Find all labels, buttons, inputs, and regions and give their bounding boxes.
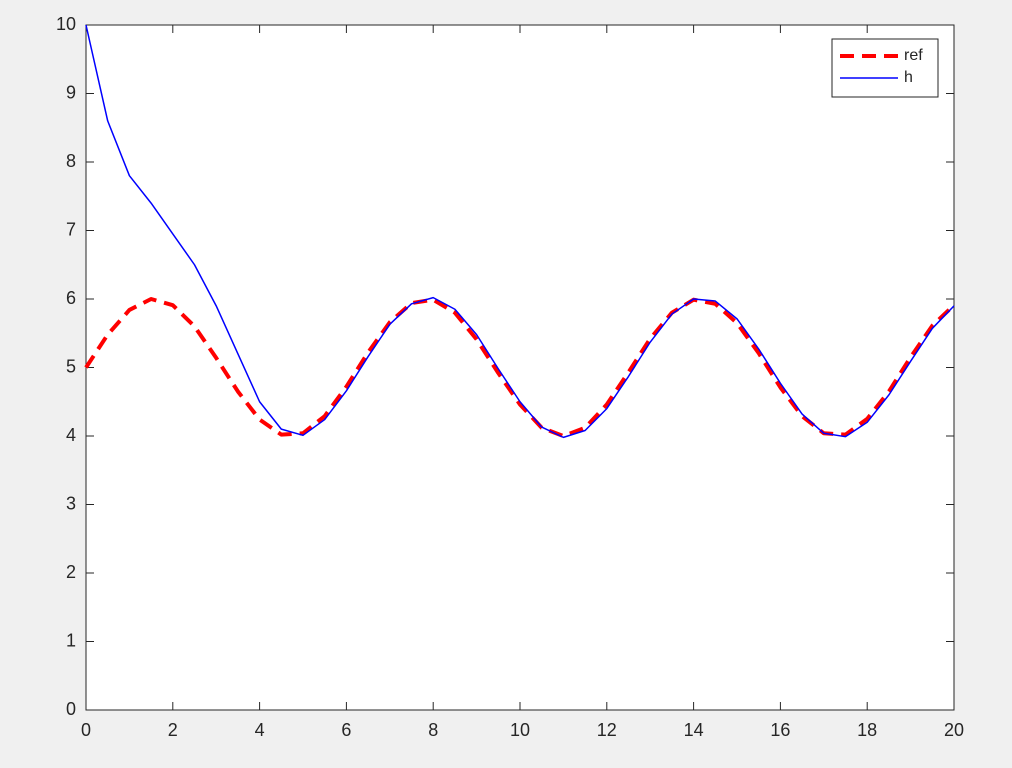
x-tick-label: 20 xyxy=(944,720,964,740)
x-tick-label: 12 xyxy=(597,720,617,740)
x-tick-label: 10 xyxy=(510,720,530,740)
plot-area xyxy=(85,24,955,711)
legend-label: h xyxy=(904,69,913,86)
y-tick-label: 2 xyxy=(66,562,76,582)
legend-box xyxy=(831,38,939,98)
y-tick-label: 9 xyxy=(66,82,76,102)
x-tick-label: 6 xyxy=(341,720,351,740)
y-tick-label: 7 xyxy=(66,219,76,239)
series-line xyxy=(84,297,956,438)
x-tick-label: 18 xyxy=(857,720,877,740)
x-tick-label: 0 xyxy=(81,720,91,740)
x-tick-label: 14 xyxy=(684,720,704,740)
x-tick-label: 2 xyxy=(168,720,178,740)
series-line xyxy=(85,24,955,439)
y-tick-label: 4 xyxy=(66,425,76,445)
x-tick-label: 8 xyxy=(428,720,438,740)
y-tick-label: 6 xyxy=(66,288,76,308)
x-tick-label: 16 xyxy=(770,720,790,740)
y-tick-label: 0 xyxy=(66,699,76,719)
y-tick-label: 10 xyxy=(56,14,76,34)
y-tick-label: 3 xyxy=(66,493,76,513)
legend-label: ref xyxy=(904,47,923,64)
y-tick-label: 1 xyxy=(66,630,76,650)
y-tick-label: 8 xyxy=(66,151,76,171)
x-tick-label: 4 xyxy=(255,720,265,740)
y-tick-label: 5 xyxy=(66,356,76,376)
